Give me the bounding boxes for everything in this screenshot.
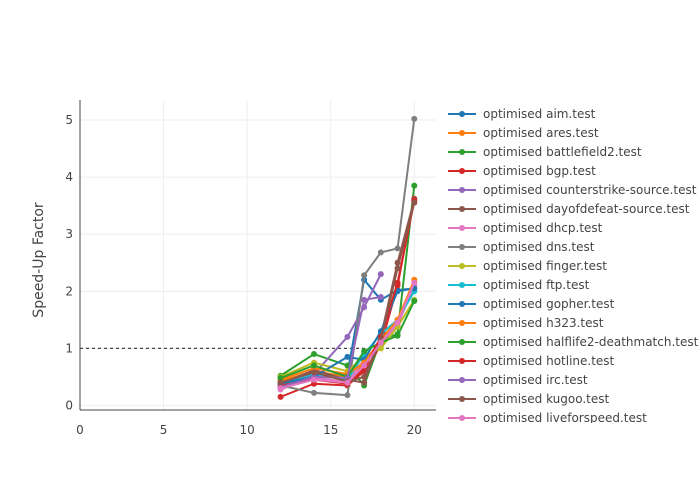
series-15-point-6 xyxy=(411,199,418,206)
legend-label-10: optimised gopher.test xyxy=(483,297,615,311)
series-12-point-5 xyxy=(394,332,401,339)
y-tick-label-1: 1 xyxy=(65,341,73,355)
y-tick-label-4: 4 xyxy=(65,170,73,184)
series-15-point-5 xyxy=(394,265,401,272)
series-16-point-5 xyxy=(394,319,401,326)
legend-marker-9 xyxy=(459,282,465,288)
series-14-point-3 xyxy=(361,296,368,303)
legend-label-7: optimised dns.test xyxy=(483,240,595,254)
series-7-point-5 xyxy=(394,245,401,252)
x-tick-label-4: 20 xyxy=(407,423,422,437)
series-4-point-4 xyxy=(377,271,384,278)
x-tick-label-1: 5 xyxy=(160,423,168,437)
x-tick-label-3: 15 xyxy=(323,423,338,437)
series-16-point-1 xyxy=(310,376,317,383)
series-16-point-2 xyxy=(344,379,351,386)
series-10-point-2 xyxy=(344,353,351,360)
legend-label-8: optimised finger.test xyxy=(483,259,607,273)
legend-marker-13 xyxy=(459,358,465,364)
series-14-point-4 xyxy=(377,293,384,300)
plot-layer xyxy=(80,115,436,400)
legend: optimised aim.test optimised ares.test opt… xyxy=(448,107,699,425)
legend-marker-7 xyxy=(459,244,465,250)
legend-label-15: optimised kugoo.test xyxy=(483,392,610,406)
series-7-point-4 xyxy=(377,249,384,256)
legend-marker-3 xyxy=(459,168,465,174)
series-16-point-0 xyxy=(277,385,284,392)
x-tick-label-0: 0 xyxy=(76,423,84,437)
legend-label-13: optimised hotline.test xyxy=(483,354,615,368)
series-12-point-3 xyxy=(361,348,368,355)
legend-marker-15 xyxy=(459,396,465,402)
series-7-point-6 xyxy=(411,115,418,122)
series-16-point-3 xyxy=(361,362,368,369)
legend-label-5: optimised dayofdefeat-source.test xyxy=(483,202,690,216)
series-15-point-0 xyxy=(277,379,284,386)
series-2-point-1 xyxy=(310,351,317,358)
series-4-point-2 xyxy=(344,333,351,340)
legend-marker-4 xyxy=(459,187,465,193)
series-15-point-1 xyxy=(310,369,317,376)
legend-label-16: optimised liveforspeed.test xyxy=(483,411,647,425)
legend-label-3: optimised bgp.test xyxy=(483,164,596,178)
series-7-point-2 xyxy=(344,392,351,399)
legend-label-4: optimised counterstrike-source.test xyxy=(483,183,697,197)
legend-label-12: optimised halflife2-deathmatch.test xyxy=(483,335,699,349)
legend-label-0: optimised aim.test xyxy=(483,107,596,121)
series-16-point-6 xyxy=(411,279,418,286)
series-12-point-1 xyxy=(310,362,317,369)
legend-label-6: optimised dhcp.test xyxy=(483,221,603,235)
legend-label-11: optimised h323.test xyxy=(483,316,604,330)
legend-marker-10 xyxy=(459,301,465,307)
legend-marker-2 xyxy=(459,149,465,155)
legend-marker-14 xyxy=(459,377,465,383)
y-axis-title: Speed-Up Factor xyxy=(31,202,47,318)
legend-marker-8 xyxy=(459,263,465,269)
legend-label-9: optimised ftp.test xyxy=(483,278,590,292)
series-12-point-0 xyxy=(277,375,284,382)
legend-marker-0 xyxy=(459,111,465,117)
x-tick-label-2: 10 xyxy=(239,423,254,437)
y-tick-label-5: 5 xyxy=(65,113,73,127)
series-7-point-1 xyxy=(310,389,317,396)
legend-marker-11 xyxy=(459,320,465,326)
legend-marker-5 xyxy=(459,206,465,212)
legend-label-14: optimised irc.test xyxy=(483,373,588,387)
series-line-7 xyxy=(280,118,416,397)
series-7-point-3 xyxy=(361,272,368,279)
legend-marker-12 xyxy=(459,339,465,345)
series-2-point-6 xyxy=(411,182,418,189)
legend-marker-16 xyxy=(459,415,465,421)
series-15-point-3 xyxy=(361,373,368,380)
legend-marker-6 xyxy=(459,225,465,231)
y-tick-label-2: 2 xyxy=(65,284,73,298)
grid-layer xyxy=(79,100,436,410)
axis-layer: 0 1 2 3 4 5 0 5 10 15 20 xyxy=(65,100,436,437)
series-16-point-4 xyxy=(377,339,384,346)
y-tick-label-3: 3 xyxy=(65,227,73,241)
series-3-point-0 xyxy=(277,393,284,400)
legend-marker-1 xyxy=(459,130,465,136)
series-13-point-5 xyxy=(394,279,401,286)
y-tick-label-0: 0 xyxy=(65,398,73,412)
series-5-point-3 xyxy=(361,379,368,386)
series-8-point-4 xyxy=(377,345,384,352)
legend-label-1: optimised ares.test xyxy=(483,126,599,140)
series-12-point-6 xyxy=(411,297,418,304)
legend-label-2: optimised battlefield2.test xyxy=(483,145,642,159)
